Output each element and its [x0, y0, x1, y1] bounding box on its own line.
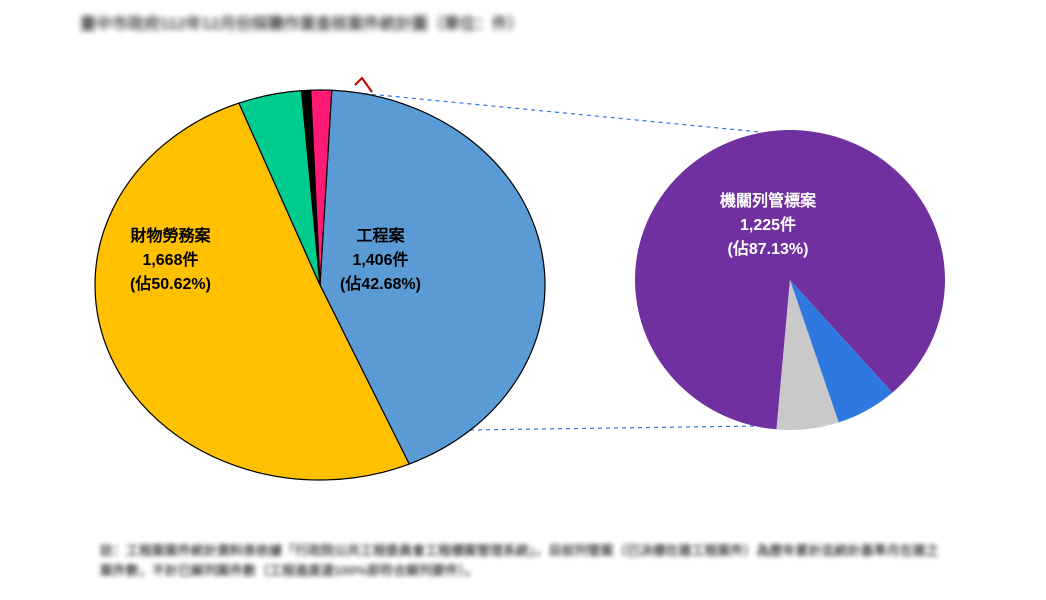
label-sub-main-line3: (佔87.13%): [728, 241, 809, 258]
label-main-left: 財物勞務案 1,668件 (佔50.62%): [130, 225, 211, 297]
label-main-right-line1: 工程案: [356, 228, 404, 245]
connector-line-bottom: [470, 426, 758, 430]
label-main-left-line3: (佔50.62%): [130, 276, 211, 293]
label-sub-main-line1: 機關列管標案: [720, 193, 816, 210]
tick-mark-icon: [355, 78, 372, 92]
label-main-right: 工程案 1,406件 (佔42.68%): [340, 225, 421, 297]
label-main-right-line2: 1,406件: [352, 252, 408, 269]
label-main-left-line2: 1,668件: [142, 252, 198, 269]
label-sub-main-line2: 1,225件: [740, 217, 796, 234]
label-main-right-line3: (佔42.68%): [340, 276, 421, 293]
label-main-left-line1: 財物勞務案: [130, 228, 210, 245]
pie-chart-svg: [0, 0, 1046, 600]
chart-footnote: 註：工程案案件統計資料係依據「行政院公共工程委員會工程標案管理系統」，目前列管案…: [100, 541, 946, 580]
label-sub-main: 機關列管標案 1,225件 (佔87.13%): [720, 190, 816, 262]
